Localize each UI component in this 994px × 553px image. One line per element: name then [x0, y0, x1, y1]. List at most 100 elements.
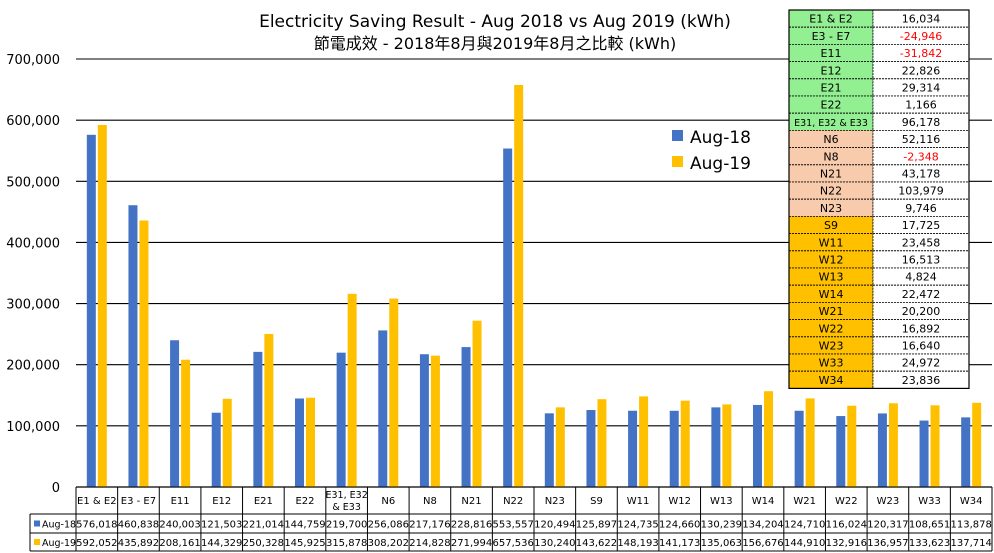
bar-aug19 — [930, 405, 940, 487]
bar-aug18 — [836, 416, 846, 487]
category-label: W22 — [835, 496, 858, 507]
table-value: 217,176 — [409, 520, 450, 531]
table-value: 134,204 — [742, 520, 783, 531]
table-value: 219,700 — [326, 520, 367, 531]
table-value: 113,878 — [951, 520, 992, 531]
bar-aug18 — [919, 420, 929, 487]
saving-value-cell — [872, 284, 970, 303]
table-value: 271,994 — [451, 538, 492, 549]
bar-aug19 — [139, 220, 149, 488]
bar-aug18 — [211, 412, 221, 487]
bar-aug18 — [503, 148, 513, 487]
bar-aug18 — [170, 340, 180, 487]
table-value: 657,536 — [493, 538, 534, 549]
category-label: W33 — [918, 496, 941, 507]
table-value: 132,916 — [826, 538, 867, 549]
saving-zone-label: N23 — [820, 202, 842, 215]
table-value: 135,063 — [701, 538, 742, 549]
saving-value: 22,472 — [902, 288, 941, 301]
table-value: 130,239 — [701, 520, 742, 531]
category-label: W13 — [710, 496, 733, 507]
saving-value-cell — [872, 129, 970, 148]
category-label: E11 — [171, 496, 190, 507]
bar-aug19 — [764, 391, 773, 487]
bar-aug18 — [461, 347, 471, 487]
y-tick-label: 500,000 — [6, 175, 60, 190]
saving-value: 22,826 — [902, 64, 941, 77]
table-value: 208,161 — [159, 538, 200, 549]
saving-value: -31,842 — [900, 47, 942, 60]
saving-value-cell — [872, 353, 970, 372]
category-label: N23 — [545, 496, 565, 507]
category-label: W34 — [960, 496, 983, 507]
legend-key — [672, 156, 683, 167]
table-value: 124,710 — [784, 520, 825, 531]
saving-zone-label: W12 — [819, 254, 844, 267]
bar-aug19 — [888, 403, 898, 487]
bar-aug18 — [253, 351, 263, 487]
saving-table-border — [788, 9, 970, 389]
table-value: 133,623 — [909, 538, 950, 549]
bar-aug18 — [586, 410, 596, 487]
category-label: W23 — [877, 496, 900, 507]
bar-aug19 — [389, 298, 399, 487]
saving-zone-label: E11 — [821, 47, 842, 60]
saving-value: 1,166 — [905, 99, 937, 112]
saving-value: 9,746 — [905, 202, 937, 215]
saving-zone-label: E21 — [821, 82, 842, 95]
saving-value: 16,892 — [902, 322, 941, 335]
category-label: N8 — [423, 496, 437, 507]
table-value: 308,202 — [368, 538, 409, 549]
saving-value: -2,348 — [903, 150, 938, 163]
saving-zone-label: W14 — [819, 288, 844, 301]
table-value: 576,018 — [76, 520, 117, 531]
y-tick-label: 300,000 — [6, 298, 60, 313]
table-value: 145,925 — [284, 538, 325, 549]
bar-aug19 — [597, 399, 607, 487]
saving-value-cell — [872, 267, 970, 286]
bar-aug19 — [722, 404, 732, 487]
saving-value: 96,178 — [902, 116, 941, 129]
y-tick-label: 700,000 — [6, 53, 60, 68]
bar-aug18 — [128, 205, 138, 488]
table-series-name: Aug-18 — [42, 520, 76, 531]
saving-zone-label: E12 — [821, 64, 842, 77]
bar-aug19 — [639, 396, 649, 487]
category-label: W21 — [793, 496, 816, 507]
table-value: 228,816 — [451, 520, 492, 531]
saving-value: 23,458 — [902, 236, 941, 249]
table-series-name: Aug-19 — [42, 538, 76, 549]
bar-aug18 — [877, 413, 887, 487]
saving-zone-label: W33 — [819, 357, 844, 370]
category-label: W14 — [752, 496, 775, 507]
bar-aug18 — [295, 398, 304, 487]
table-value: 144,910 — [784, 538, 825, 549]
table-value: 137,714 — [951, 538, 992, 549]
bar-aug19 — [430, 355, 440, 487]
table-value: 315,878 — [326, 538, 367, 549]
y-tick-label: 400,000 — [6, 236, 60, 251]
saving-value-cell — [872, 26, 970, 45]
saving-value-cell — [872, 95, 970, 114]
y-tick-label: 200,000 — [6, 359, 60, 374]
chart-subtitle: 節電成效 - 2018年8月與2019年8月之比較 (kWh) — [314, 34, 677, 53]
table-value: 460,838 — [118, 520, 159, 531]
saving-value: 24,972 — [902, 357, 941, 370]
saving-value-cell — [872, 61, 970, 80]
table-value: 144,329 — [201, 538, 242, 549]
saving-value-cell — [872, 181, 970, 200]
saving-zone-label: S9 — [824, 219, 838, 232]
table-value: 256,086 — [368, 520, 409, 531]
saving-value-cell — [872, 233, 970, 252]
table-value: 143,622 — [576, 538, 617, 549]
table-value: 214,828 — [409, 538, 450, 549]
table-value: 120,494 — [534, 520, 575, 531]
bar-aug18 — [419, 354, 429, 487]
bar-aug18 — [711, 407, 721, 487]
table-value: 124,660 — [659, 520, 700, 531]
saving-zone-label: W34 — [819, 374, 844, 387]
saving-value: 17,725 — [902, 219, 941, 232]
y-tick-label: 600,000 — [6, 114, 60, 129]
category-label: E31, E32 — [326, 490, 368, 501]
table-value: 144,759 — [284, 520, 325, 531]
